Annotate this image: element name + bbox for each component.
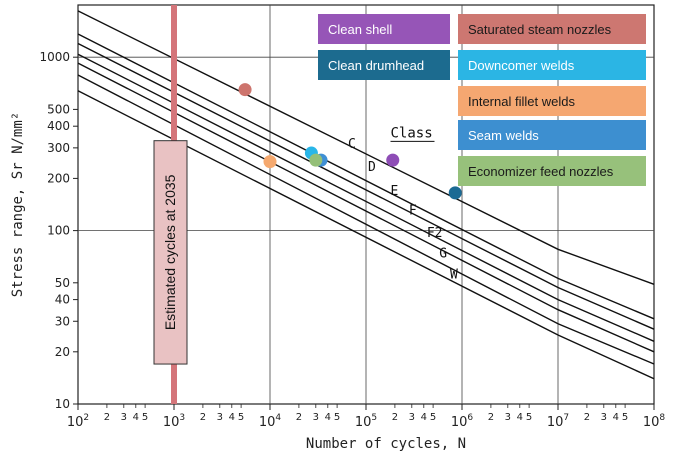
- class-curve-c: [77, 10, 655, 285]
- x-minor-label: 2: [200, 412, 206, 423]
- point-economizer-feed-nozzles: [309, 153, 323, 167]
- x-minor-label: 5: [334, 412, 340, 423]
- class-curve-g: [77, 74, 655, 365]
- x-axis-title: Number of cycles, N: [306, 436, 466, 452]
- class-label-f2: F2: [427, 226, 443, 241]
- class-curve-w: [77, 90, 655, 380]
- point-internal-fillet-welds: [263, 155, 277, 169]
- x-minor-label: 4: [229, 412, 235, 423]
- x-minor-label: 5: [142, 412, 148, 423]
- x-tick-label: 108: [643, 413, 666, 430]
- y-tick-label: 20: [55, 345, 70, 359]
- y-tick-label: 200: [47, 171, 70, 185]
- legend-item-clean-shell: Clean shell: [318, 14, 450, 44]
- x-tick-label: 102: [67, 413, 89, 430]
- x-minor-label: 4: [517, 412, 523, 423]
- x-minor-label: 2: [488, 412, 494, 423]
- class-curve-e: [77, 42, 655, 330]
- legend-item-clean-drumhead: Clean drumhead: [318, 50, 450, 80]
- legend-item-downcomer-welds: Downcomer welds: [458, 50, 646, 80]
- y-tick-label: 10: [55, 397, 70, 411]
- class-label-e: E: [391, 184, 399, 199]
- y-tick-label: 100: [47, 224, 70, 238]
- x-minor-label: 3: [121, 412, 127, 423]
- class-label-c: C: [348, 137, 356, 152]
- x-minor-label: 5: [622, 412, 628, 423]
- x-minor-label: 5: [238, 412, 244, 423]
- x-minor-label: 4: [613, 412, 619, 423]
- class-curve-f2: [77, 62, 655, 353]
- legend-item-internal-fillet-welds: Internal fillet welds: [458, 86, 646, 116]
- x-minor-label: 3: [313, 412, 319, 423]
- legend-item-saturated-steam-nozzles: Saturated steam nozzles: [458, 14, 646, 44]
- x-minor-label: 2: [584, 412, 590, 423]
- x-minor-label: 4: [325, 412, 331, 423]
- x-tick-label: 107: [547, 413, 569, 430]
- x-minor-label: 5: [526, 412, 532, 423]
- class-curve-d: [77, 33, 655, 320]
- class-label-g: G: [439, 246, 447, 261]
- class-label-f: F: [409, 203, 417, 218]
- point-clean-drumhead: [448, 186, 462, 200]
- y-axis-title: Stress range, Sr N/mm²: [10, 112, 26, 297]
- legend-item-seam-welds: Seam welds: [458, 120, 646, 150]
- x-minor-label: 3: [601, 412, 607, 423]
- class-label-w: W: [450, 267, 458, 282]
- estimated-cycles-label: Estimated cycles at 2035: [162, 174, 178, 330]
- x-minor-label: 4: [133, 412, 139, 423]
- y-tick-label: 30: [55, 314, 70, 328]
- legend-item-economizer-feed-nozzles: Economizer feed nozzles: [458, 156, 646, 186]
- y-tick-label: 300: [47, 141, 70, 155]
- class-heading: Class: [391, 125, 433, 141]
- x-minor-label: 3: [409, 412, 415, 423]
- x-tick-label: 105: [355, 413, 377, 430]
- x-tick-label: 103: [163, 413, 185, 430]
- x-minor-label: 2: [392, 412, 398, 423]
- x-minor-label: 2: [296, 412, 302, 423]
- y-tick-label: 500: [47, 102, 70, 116]
- point-saturated-steam-nozzles: [238, 83, 252, 97]
- y-tick-label: 1000: [39, 50, 70, 64]
- class-curve-f: [77, 53, 655, 342]
- x-tick-label: 106: [451, 413, 474, 430]
- y-tick-label: 40: [55, 293, 70, 307]
- point-clean-shell: [386, 153, 400, 167]
- estimated-cycles-label-box: [153, 140, 188, 365]
- class-label-d: D: [368, 160, 376, 175]
- x-minor-label: 4: [421, 412, 427, 423]
- x-minor-label: 3: [217, 412, 223, 423]
- x-tick-label: 104: [259, 413, 282, 430]
- y-tick-label: 50: [55, 276, 70, 290]
- y-tick-label: 400: [47, 119, 70, 133]
- x-minor-label: 5: [430, 412, 436, 423]
- x-minor-label: 3: [505, 412, 511, 423]
- x-minor-label: 2: [104, 412, 110, 423]
